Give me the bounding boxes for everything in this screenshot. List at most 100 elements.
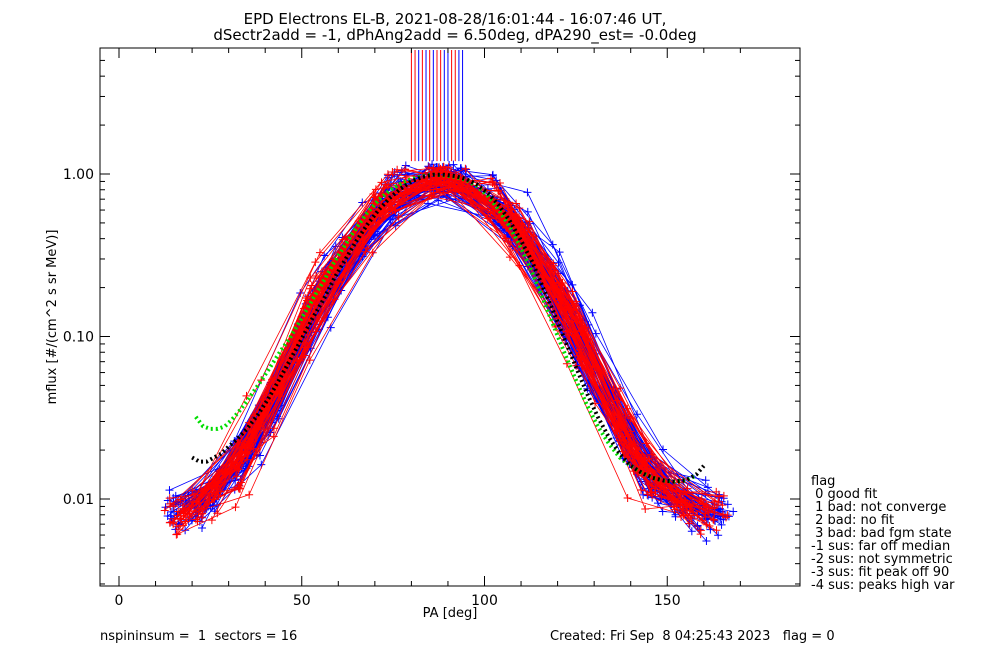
trace-marker bbox=[185, 513, 194, 522]
trace-marker bbox=[588, 308, 597, 317]
trace-marker bbox=[246, 437, 255, 446]
trace-marker bbox=[358, 198, 367, 207]
trace-marker bbox=[461, 164, 470, 173]
trace-marker bbox=[255, 422, 264, 431]
data-trace bbox=[193, 178, 695, 521]
trace-line bbox=[171, 202, 693, 532]
trace-marker bbox=[580, 329, 589, 338]
data-trace bbox=[198, 173, 711, 529]
data-trace bbox=[176, 180, 690, 523]
data-trace bbox=[197, 184, 685, 507]
trace-marker bbox=[305, 356, 314, 365]
trace-marker bbox=[529, 232, 538, 241]
trace-marker bbox=[269, 424, 278, 433]
data-trace bbox=[187, 170, 702, 531]
trace-line bbox=[175, 181, 692, 504]
y-tick-label: 0.01 bbox=[63, 492, 94, 508]
trace-marker bbox=[523, 207, 532, 216]
trace-marker bbox=[213, 481, 222, 490]
trace-marker bbox=[703, 483, 712, 492]
trace-marker bbox=[334, 277, 343, 286]
trace-marker bbox=[714, 531, 723, 540]
trace-marker bbox=[686, 511, 695, 520]
trace-marker bbox=[317, 317, 326, 326]
y-tick-label: 1.00 bbox=[63, 167, 94, 183]
legend: flag 0 good fit 1 bad: not converge 2 ba… bbox=[811, 474, 955, 593]
trace-marker bbox=[393, 165, 402, 174]
data-trace bbox=[172, 160, 699, 520]
trace-marker bbox=[701, 476, 710, 485]
data-trace bbox=[178, 186, 687, 513]
x-tick-label: 100 bbox=[471, 593, 498, 609]
trace-marker bbox=[439, 163, 448, 172]
trace-marker bbox=[591, 329, 600, 338]
trace-line bbox=[180, 166, 698, 513]
trace-marker bbox=[172, 530, 181, 539]
data-trace bbox=[167, 162, 688, 518]
trace-marker bbox=[500, 234, 509, 243]
trace-marker bbox=[312, 272, 321, 281]
data-trace bbox=[172, 175, 683, 531]
trace-marker bbox=[623, 494, 632, 503]
black-fit-curve bbox=[191, 172, 706, 484]
trace-line bbox=[195, 185, 676, 517]
trace-line bbox=[206, 170, 689, 501]
trace-line bbox=[179, 166, 706, 524]
data-trace bbox=[176, 162, 707, 525]
trace-marker bbox=[427, 180, 436, 189]
trace-line bbox=[177, 189, 694, 513]
trace-marker bbox=[717, 520, 726, 529]
data-trace bbox=[185, 175, 681, 522]
trace-line bbox=[204, 164, 698, 526]
trace-marker bbox=[703, 503, 712, 512]
trace-line bbox=[210, 172, 686, 510]
trace-line bbox=[196, 176, 686, 503]
trace-marker bbox=[723, 500, 732, 509]
trace-line bbox=[171, 166, 711, 530]
trace-marker bbox=[402, 173, 411, 182]
legend-entry: 2 bad: no fit bbox=[811, 513, 894, 528]
trace-line bbox=[169, 195, 693, 524]
trace-marker bbox=[712, 487, 721, 496]
trace-marker bbox=[696, 526, 705, 535]
x-tick-label: 0 bbox=[115, 593, 124, 609]
trace-marker bbox=[712, 526, 721, 535]
trace-marker bbox=[268, 375, 277, 384]
trace-marker bbox=[683, 484, 692, 493]
data-trace bbox=[198, 163, 694, 518]
trace-line bbox=[185, 176, 678, 522]
trace-line bbox=[201, 177, 707, 526]
data-trace bbox=[167, 199, 696, 536]
data-trace bbox=[201, 160, 702, 530]
trace-marker bbox=[432, 175, 441, 184]
legend-entry: -3 sus: fit peak off 90 bbox=[811, 565, 949, 580]
legend-entry: 0 good fit bbox=[811, 487, 877, 502]
x-tick-label: 50 bbox=[293, 593, 311, 609]
trace-marker bbox=[702, 536, 711, 545]
trace-marker bbox=[710, 503, 719, 512]
trace-marker bbox=[371, 185, 380, 194]
trace-line bbox=[201, 166, 672, 529]
data-trace bbox=[174, 176, 719, 528]
trace-marker bbox=[561, 298, 570, 307]
trace-marker bbox=[234, 465, 243, 474]
trace-marker bbox=[679, 505, 688, 514]
trace-marker bbox=[193, 517, 202, 526]
trace-marker bbox=[615, 436, 624, 445]
trace-marker bbox=[494, 187, 503, 196]
trace-marker bbox=[488, 177, 497, 186]
data-trace bbox=[180, 168, 695, 518]
trace-marker bbox=[577, 361, 586, 370]
trace-marker bbox=[549, 261, 558, 270]
trace-marker bbox=[368, 248, 377, 257]
trace-marker bbox=[466, 186, 475, 195]
footer-left: nspininsum = 1 sectors = 16 bbox=[100, 629, 297, 644]
trace-marker bbox=[170, 502, 179, 511]
trace-marker bbox=[424, 163, 433, 172]
trace-marker bbox=[641, 504, 650, 513]
trace-line bbox=[183, 180, 676, 517]
trace-line bbox=[189, 179, 677, 518]
trace-marker bbox=[483, 214, 492, 223]
